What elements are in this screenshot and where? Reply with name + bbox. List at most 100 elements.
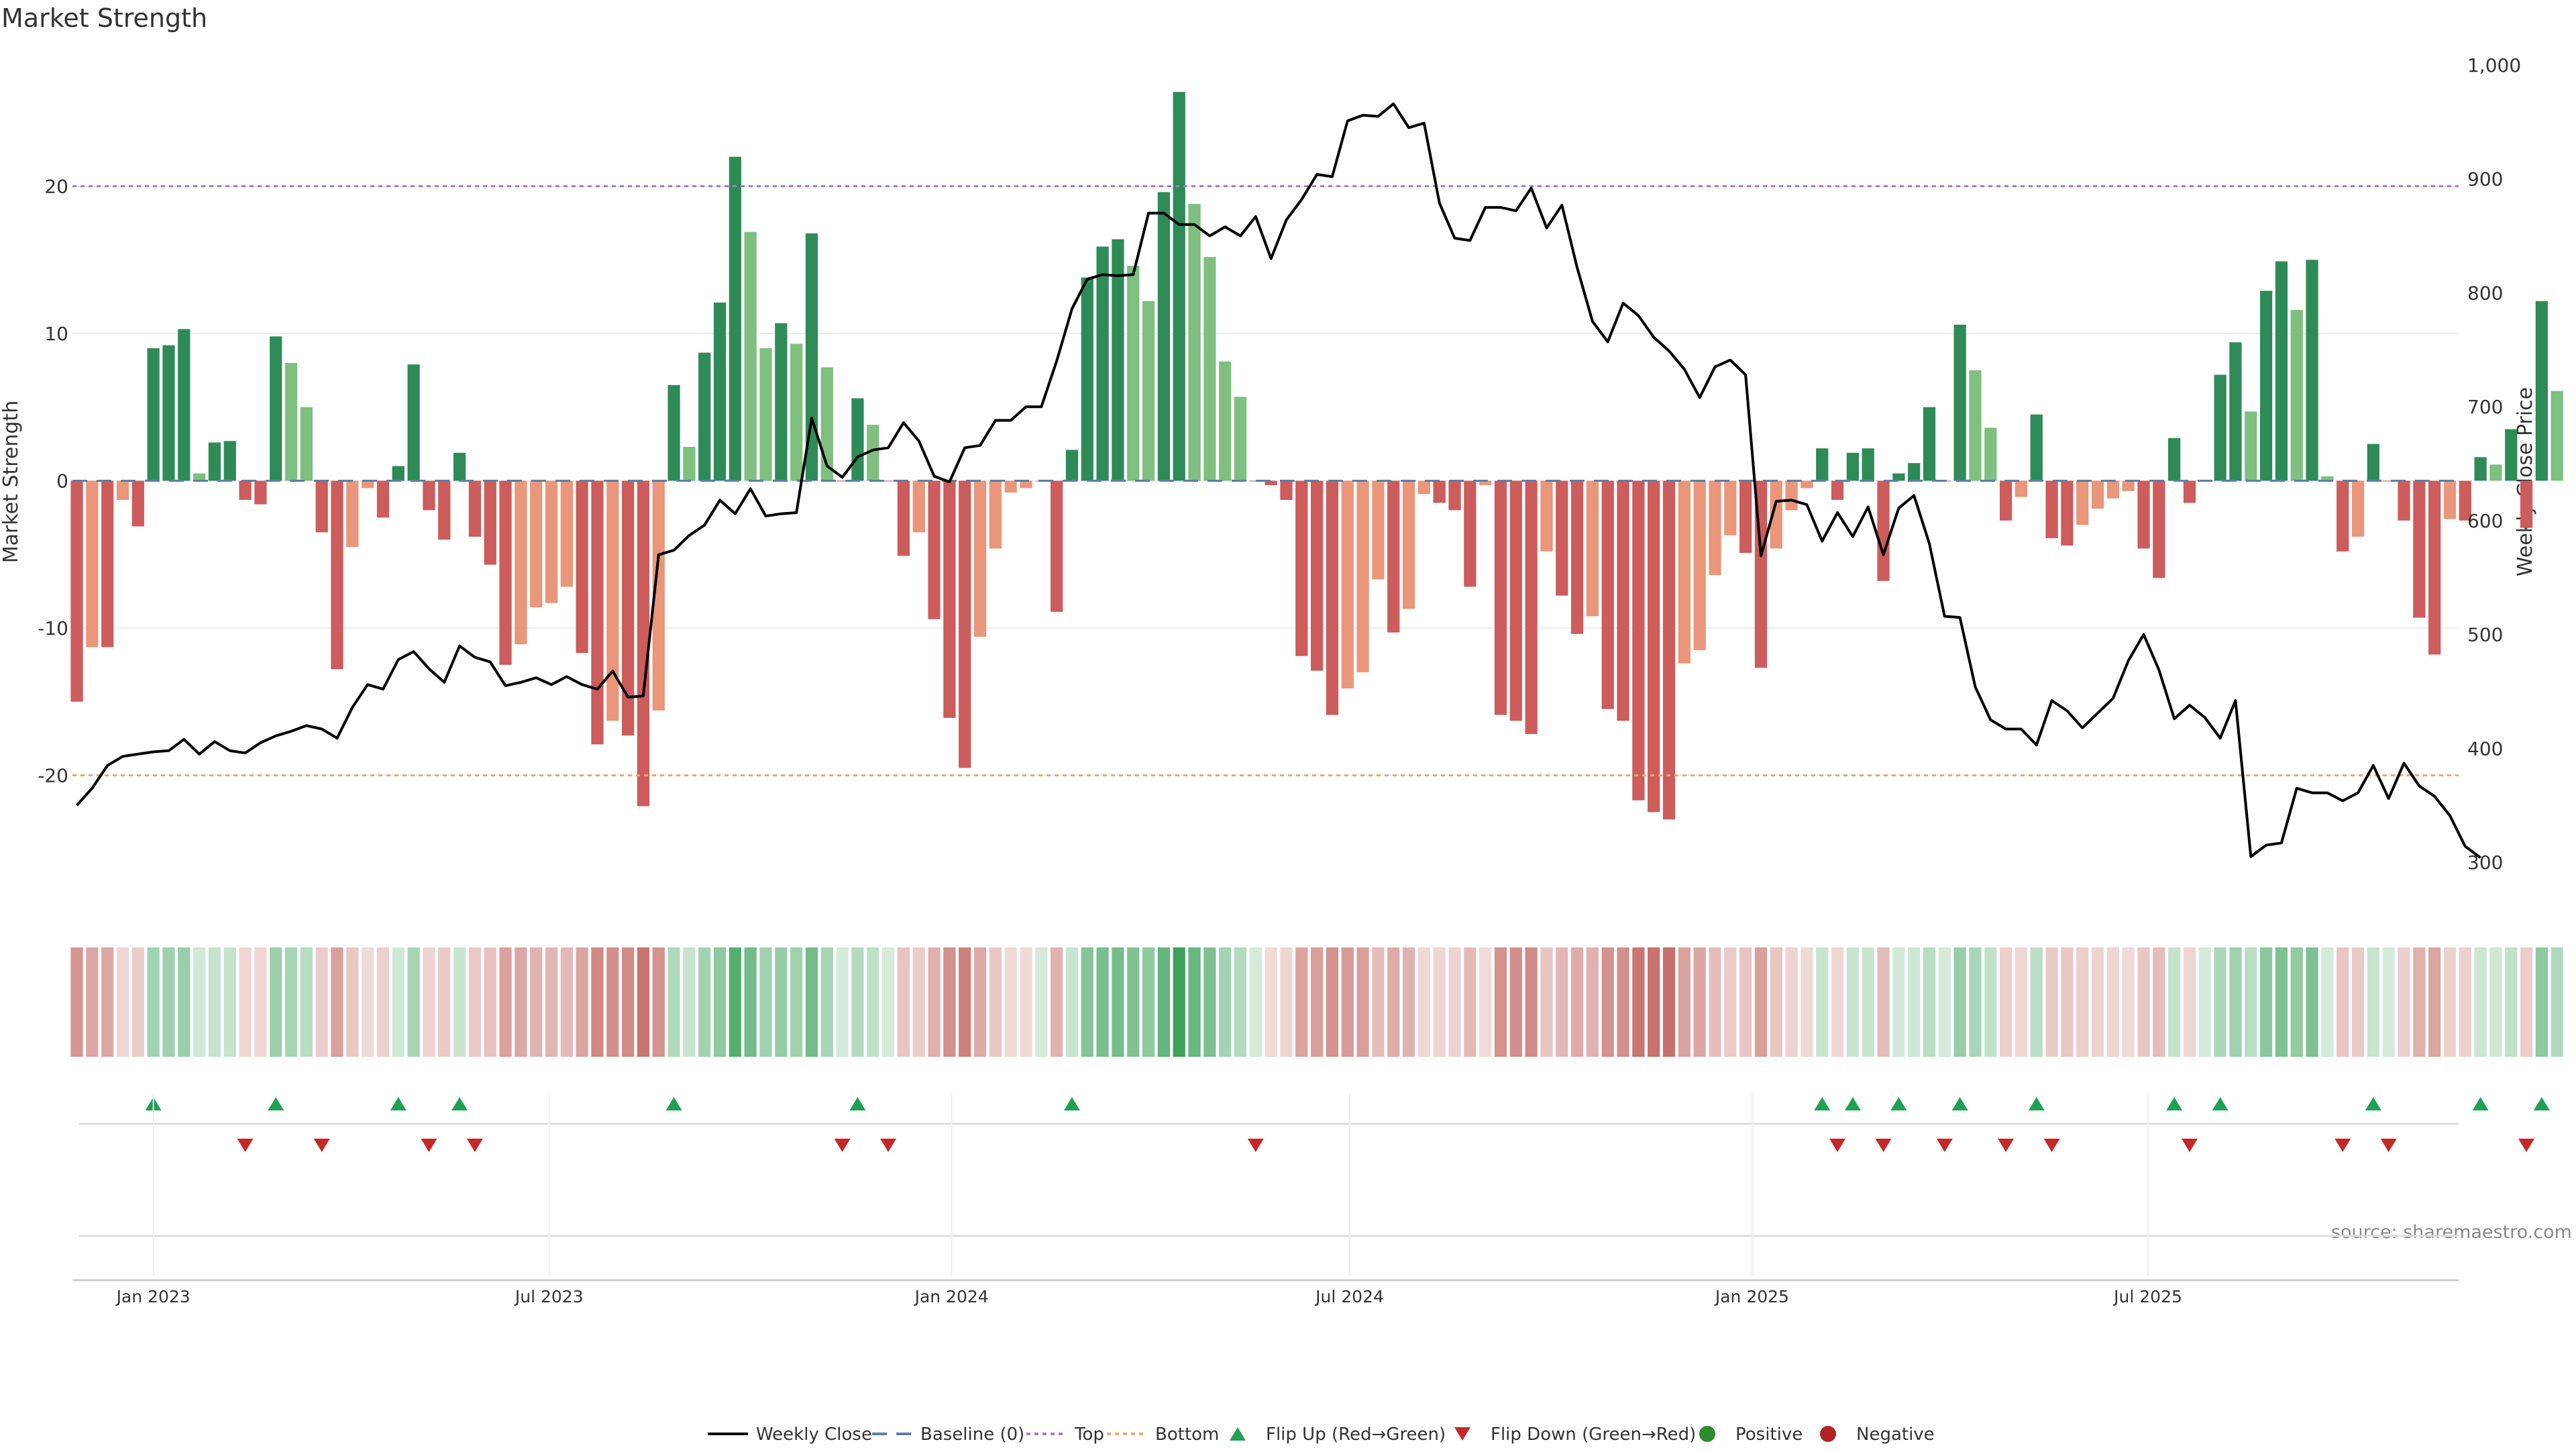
strength-bar xyxy=(1570,480,1584,634)
strength-bar xyxy=(2459,480,2471,521)
legend-label: Weekly Close xyxy=(756,1424,872,1445)
strength-bar xyxy=(576,480,588,654)
left-tick-label: -20 xyxy=(38,764,68,786)
strength-bar xyxy=(1234,397,1247,481)
heat-cell xyxy=(1326,947,1339,1057)
left-tick-label: 10 xyxy=(44,323,68,345)
strength-bar xyxy=(1494,480,1507,715)
heat-cell xyxy=(2030,947,2043,1057)
heat-cell xyxy=(2321,947,2334,1057)
heat-cell xyxy=(2183,947,2196,1057)
heat-cell xyxy=(621,947,635,1057)
heat-cell xyxy=(1846,947,1860,1057)
strength-bar xyxy=(1999,480,2012,521)
strength-bar xyxy=(973,480,987,637)
strength-bar xyxy=(744,231,757,481)
strength-bar xyxy=(698,352,711,481)
strength-bar xyxy=(729,156,742,481)
flip-up-marker xyxy=(268,1097,284,1110)
heat-cell xyxy=(2122,947,2135,1057)
heat-cell xyxy=(2413,947,2426,1057)
strength-bar xyxy=(851,398,864,481)
heat-cell xyxy=(1341,947,1354,1057)
heat-cell xyxy=(775,947,788,1057)
heat-cell xyxy=(1096,947,1109,1057)
heat-cell xyxy=(1157,947,1171,1057)
heat-cell xyxy=(943,947,956,1057)
heat-cell xyxy=(2290,947,2303,1057)
strength-bar xyxy=(1953,324,1966,481)
heat-cell xyxy=(1969,947,1982,1057)
strength-bar xyxy=(1724,480,1737,535)
heat-cell xyxy=(1051,947,1063,1057)
heat-cell xyxy=(1648,947,1660,1057)
strength-bar xyxy=(147,348,160,481)
strength-bar xyxy=(423,480,435,511)
heat-cell xyxy=(131,947,144,1057)
strength-bar xyxy=(2428,480,2441,655)
strength-heat-strip xyxy=(70,947,2563,1057)
flip-down-marker xyxy=(834,1139,851,1152)
flip-down-marker xyxy=(1247,1139,1264,1152)
legend: Weekly Close Baseline (0) Top Bottom Flip Up… xyxy=(708,1424,1935,1445)
heat-cell xyxy=(637,947,650,1057)
heat-cell xyxy=(2459,947,2471,1057)
heat-cell xyxy=(729,947,742,1057)
heat-cell xyxy=(162,947,175,1057)
strength-bar xyxy=(805,233,818,481)
x-tick-label: Jan 2025 xyxy=(1714,1287,1789,1306)
flip-down-marker xyxy=(466,1139,483,1152)
flip-up-marker xyxy=(1063,1097,1080,1110)
right-tick-label: 900 xyxy=(2467,168,2503,191)
heat-cell xyxy=(959,947,971,1057)
strength-bar xyxy=(1617,480,1629,721)
strength-bar xyxy=(2382,480,2395,482)
strength-bar xyxy=(1402,480,1415,609)
strength-bar xyxy=(1127,266,1140,481)
heat-cell xyxy=(392,947,405,1057)
heat-cell xyxy=(2153,947,2165,1057)
heat-cell xyxy=(2091,947,2104,1057)
heat-cell xyxy=(407,947,420,1057)
strength-bar xyxy=(2551,391,2563,481)
heat-cell xyxy=(239,947,252,1057)
x-tick-label: Jul 2025 xyxy=(2112,1287,2182,1306)
heat-cell xyxy=(820,947,833,1057)
heat-cell xyxy=(867,947,879,1057)
heat-cell xyxy=(2106,947,2119,1057)
heat-cell xyxy=(1984,947,1997,1057)
strength-bar xyxy=(346,480,359,548)
flip-down-marker xyxy=(1875,1139,1892,1152)
heat-cell xyxy=(515,947,527,1057)
flip-up-marker xyxy=(2166,1097,2183,1110)
heat-cell xyxy=(2061,947,2074,1057)
heat-cell xyxy=(2505,947,2518,1057)
heat-cell xyxy=(1862,947,1874,1057)
heat-cell xyxy=(928,947,941,1057)
heat-cell xyxy=(683,947,696,1057)
heat-cell xyxy=(2489,947,2502,1057)
flip-up-marker xyxy=(2472,1097,2489,1110)
heat-cell xyxy=(1265,947,1277,1057)
flip-down-marker xyxy=(2043,1139,2060,1152)
strength-bar xyxy=(515,480,527,645)
heat-cell xyxy=(254,947,267,1057)
heat-cell xyxy=(1601,947,1614,1057)
strength-bar xyxy=(178,329,191,481)
heat-cell xyxy=(1632,947,1645,1057)
heat-cell xyxy=(1081,947,1093,1057)
heat-cell xyxy=(560,947,573,1057)
strength-bar xyxy=(2337,480,2349,552)
right-tick-label: 300 xyxy=(2467,851,2503,874)
strength-bar xyxy=(652,480,665,711)
heat-cell xyxy=(2045,947,2058,1057)
strength-bar xyxy=(2259,291,2273,481)
strength-bar xyxy=(1678,480,1690,664)
strength-bar xyxy=(775,323,788,481)
strength-bar xyxy=(1341,480,1354,688)
strength-bar xyxy=(1540,480,1553,552)
strength-bar xyxy=(101,480,114,647)
flip-up-marker xyxy=(2365,1097,2381,1110)
heat-cell xyxy=(346,947,359,1057)
